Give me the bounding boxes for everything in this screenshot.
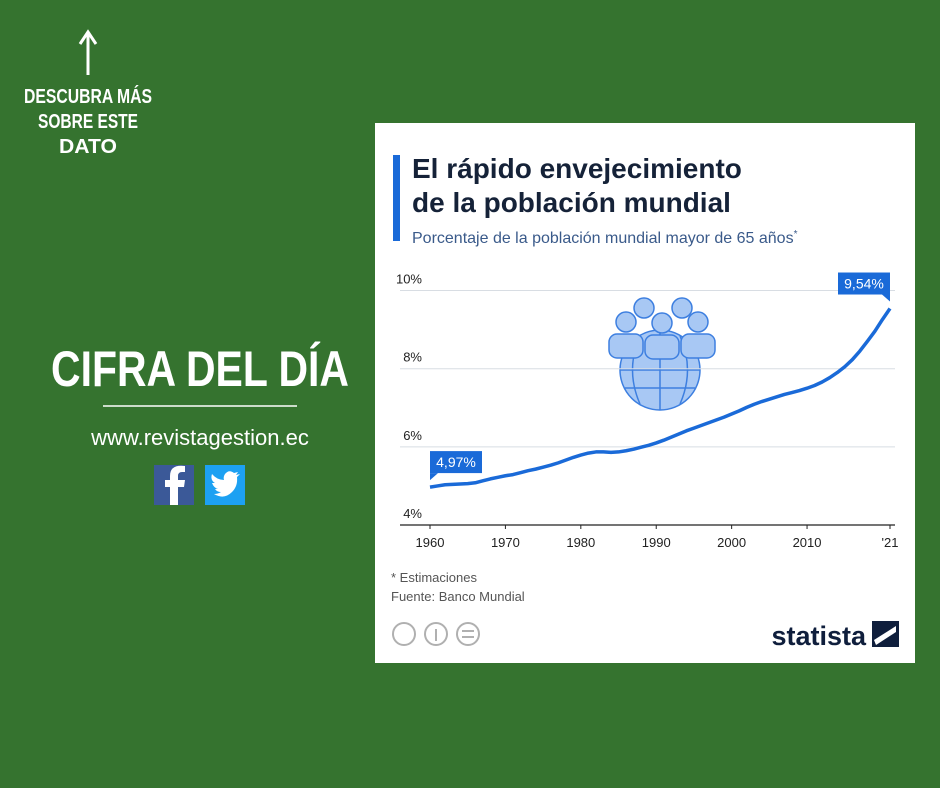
value-label: 9,54% bbox=[844, 276, 884, 292]
x-tick-label: 1960 bbox=[416, 535, 445, 550]
x-tick-label: 2010 bbox=[793, 535, 822, 550]
y-tick-label: 4% bbox=[403, 506, 422, 521]
x-tick-label: '21 bbox=[882, 535, 899, 550]
title-bar bbox=[393, 155, 400, 241]
x-tick-label: 2000 bbox=[717, 535, 746, 550]
people-globe-icon bbox=[608, 297, 716, 411]
chart-title: de la población mundial bbox=[412, 187, 731, 218]
footnote: * Estimaciones bbox=[391, 570, 477, 585]
y-tick-label: 10% bbox=[396, 272, 422, 287]
license-icons bbox=[392, 622, 480, 646]
x-tick-label: 1980 bbox=[566, 535, 595, 550]
x-tick-label: 1970 bbox=[491, 535, 520, 550]
value-label-pointer bbox=[430, 473, 438, 481]
website[interactable]: www.revistagestion.ec bbox=[90, 425, 309, 450]
headline: CIFRA DEL DÍA bbox=[51, 341, 349, 397]
y-tick-label: 6% bbox=[403, 428, 422, 443]
chart-title: El rápido envejecimiento bbox=[412, 153, 742, 184]
brand[interactable]: statista bbox=[771, 621, 867, 651]
value-label: 4,97% bbox=[436, 454, 476, 470]
x-tick-label: 1990 bbox=[642, 535, 671, 550]
source: Fuente: Banco Mundial bbox=[391, 589, 525, 604]
subtitle-text: Porcentaje de la población mundial mayor… bbox=[412, 230, 794, 247]
facebook-glyph bbox=[165, 465, 185, 505]
value-label-box bbox=[838, 272, 890, 295]
value-label-pointer bbox=[882, 294, 890, 302]
subtitle: Porcentaje de la población mundial mayor… bbox=[412, 229, 798, 247]
cta[interactable]: SOBRE ESTE bbox=[38, 111, 138, 133]
twitter-glyph bbox=[211, 471, 240, 497]
y-tick-label: 8% bbox=[403, 350, 422, 365]
brand-logo-mark bbox=[874, 626, 896, 645]
value-label-box bbox=[430, 451, 482, 474]
cta[interactable]: DESCUBRA MÁS bbox=[24, 85, 152, 108]
arrow-head bbox=[78, 29, 98, 45]
line bbox=[429, 307, 892, 489]
subtitle-marker: * bbox=[794, 229, 798, 240]
cta[interactable]: DATO bbox=[59, 136, 117, 158]
